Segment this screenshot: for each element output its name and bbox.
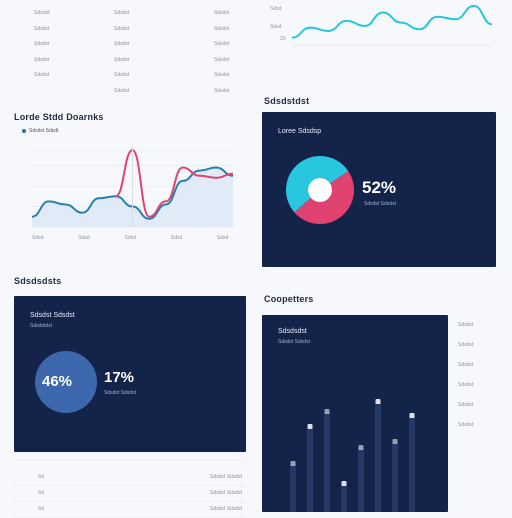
legend-dot-icon — [22, 128, 26, 133]
x-tick-label: Sdsd — [125, 235, 137, 241]
bottom-table-divider — [14, 460, 246, 461]
table-cell: Sdsdst — [34, 41, 50, 47]
gauge-section-title: Sdsdsdsts — [14, 276, 62, 286]
line-chart-title: Lorde Stdd Doarnks — [14, 112, 104, 122]
bar-cap — [409, 413, 415, 418]
table-row: Sdstdd Sdsdst Sdsdst — [28, 6, 238, 22]
donut-card: Loree Sdsdsp 52% Sdsdst Sdsdst — [262, 112, 496, 267]
line-chart: Sdsd Sdsd Sdsd Sdsd Sdsd — [31, 146, 234, 241]
table-cell: Sdstdd — [34, 10, 50, 16]
x-tick-label: Sdsd — [171, 235, 183, 241]
bar-cap — [307, 424, 313, 429]
bar — [290, 464, 296, 512]
table-cell: Sdsdst — [34, 25, 50, 32]
top-table: Sdstdd Sdsdst Sdsdst Sdsdst Sdsdst Sdsdst Sdsd… — [28, 6, 238, 101]
bar-side-labels: Sdsdst Sdsdst Sdsdst Sdsdst Sdsdst Sdsdst — [458, 320, 498, 440]
table-row: Sdsdst Sdsdst Sdsdst — [28, 22, 238, 38]
table-row: Sdsdst Sdsdst Sdsdst — [28, 53, 238, 69]
table-cell: Sdsdst — [214, 25, 230, 32]
table-cell: Sd — [38, 490, 45, 496]
bar-cap — [324, 409, 330, 414]
table-cell: Sdsdst — [114, 87, 130, 94]
table-cell: Sdsdst — [114, 10, 130, 16]
table-cell: Sdsdst — [214, 87, 230, 94]
sparkline-series — [291, 4, 493, 39]
sparkline-card: Sdsd Sdsd 20 — [262, 0, 493, 50]
bar-side-label: Sdsdst — [458, 422, 474, 428]
bar-card-subtitle: Sdsdst Sdsdst — [278, 339, 310, 345]
table-cell: Sdsdst — [214, 10, 230, 16]
table-cell: Sdsdst — [114, 25, 130, 32]
table-cell: Sdsdst — [34, 72, 50, 78]
bar-cap — [375, 399, 381, 404]
gauge-caption: Sdsdst Sdsdst — [104, 390, 136, 396]
gauge-card: Sdsdst Sdsdst Sdsdstdst 46% 17% Sdsdst S… — [14, 296, 246, 452]
bar — [409, 416, 415, 512]
table-cell: Sdsdst — [34, 56, 50, 63]
table-cell: Sd — [38, 474, 45, 480]
table-cell: Sdsdst — [214, 56, 230, 63]
bar — [392, 442, 398, 512]
table-cell: Sdsdst Sdsdst — [210, 506, 242, 512]
donut-card-title: Loree Sdsdsp — [278, 128, 322, 135]
gauge-card-subtitle: Sdsdstdst — [30, 323, 52, 329]
table-row: Sdsdst Sdsdst Sdsdst — [28, 37, 238, 53]
sparkline-ytick: Sdsd — [270, 24, 282, 30]
sparkline-chart — [291, 4, 493, 46]
table-row: Sd Sdsdst Sdsdst — [14, 470, 246, 486]
bar-cap — [290, 461, 296, 466]
bar-section-title: Coopetters — [264, 294, 314, 304]
bar-cap — [341, 481, 347, 486]
bar-side-label: Sdsdst — [458, 342, 474, 348]
sparkline-ytick: Sdsd — [270, 6, 282, 12]
bottom-table: Sd Sdsdst Sdsdst Sd Sdsdst Sdsdst Sd Sdsdst S… — [14, 470, 246, 518]
bar — [375, 402, 381, 512]
line-series-area — [32, 167, 233, 227]
table-cell: Sdsdst Sdsdst — [210, 474, 242, 480]
bar-side-label: Sdsdst — [458, 402, 474, 408]
x-tick-label: Sdsd — [217, 235, 229, 241]
bar — [341, 484, 347, 512]
line-series-red — [115, 149, 234, 218]
table-cell: Sdsdst — [114, 56, 130, 63]
donut-section-title: Sdsdstdst — [264, 96, 310, 106]
line-chart-legend: Sdsdst Sdsdt — [22, 128, 58, 134]
table-cell: Sdsdst — [214, 72, 230, 78]
gauge-card-title: Sdsdst Sdsdst — [30, 312, 75, 319]
gauge-side-percent: 17% — [104, 369, 135, 386]
donut-slice — [285, 155, 349, 213]
table-row: Sd Sdsdst Sdsdst — [14, 502, 246, 518]
table-cell: Sd — [38, 506, 45, 512]
sparkline-ytick: 20 — [280, 36, 286, 42]
gauge-circle — [35, 351, 97, 413]
table-row: Sdsdst Sdsdst — [28, 84, 238, 100]
bar — [307, 427, 313, 512]
bar-side-label: Sdsdst — [458, 362, 474, 368]
x-tick-label: Sdsd — [32, 235, 44, 241]
table-cell: Sdsdst Sdsdst — [210, 490, 242, 496]
table-cell: Sdsdst — [114, 72, 130, 78]
table-row: Sdsdst Sdsdst Sdsdst — [28, 68, 238, 84]
donut-chart — [285, 155, 354, 224]
bar-chart — [290, 399, 415, 512]
bar-cap — [358, 445, 364, 450]
donut-hole — [308, 178, 332, 202]
bar-cap — [392, 439, 398, 444]
bar-side-label: Sdsdst — [458, 322, 474, 328]
bar-side-label: Sdsdst — [458, 382, 474, 388]
bar-card: Sdsdsdst Sdsdst Sdsdst — [262, 315, 448, 512]
bar — [358, 448, 364, 512]
gauge-percent: 46% — [42, 373, 73, 390]
donut-caption: Sdsdst Sdsdst — [364, 201, 396, 207]
table-cell: Sdsdst — [214, 41, 230, 47]
table-cell: Sdsdst — [114, 41, 130, 47]
donut-slice — [294, 171, 354, 224]
donut-percent: 52% — [362, 178, 397, 197]
bar — [324, 412, 330, 512]
table-row: Sd Sdsdst Sdsdst — [14, 486, 246, 502]
line-chart-legend-label: Sdsdst Sdsdt — [29, 128, 59, 134]
x-tick-label: Sdsd — [78, 235, 90, 241]
bar-card-title: Sdsdsdst — [278, 328, 307, 335]
